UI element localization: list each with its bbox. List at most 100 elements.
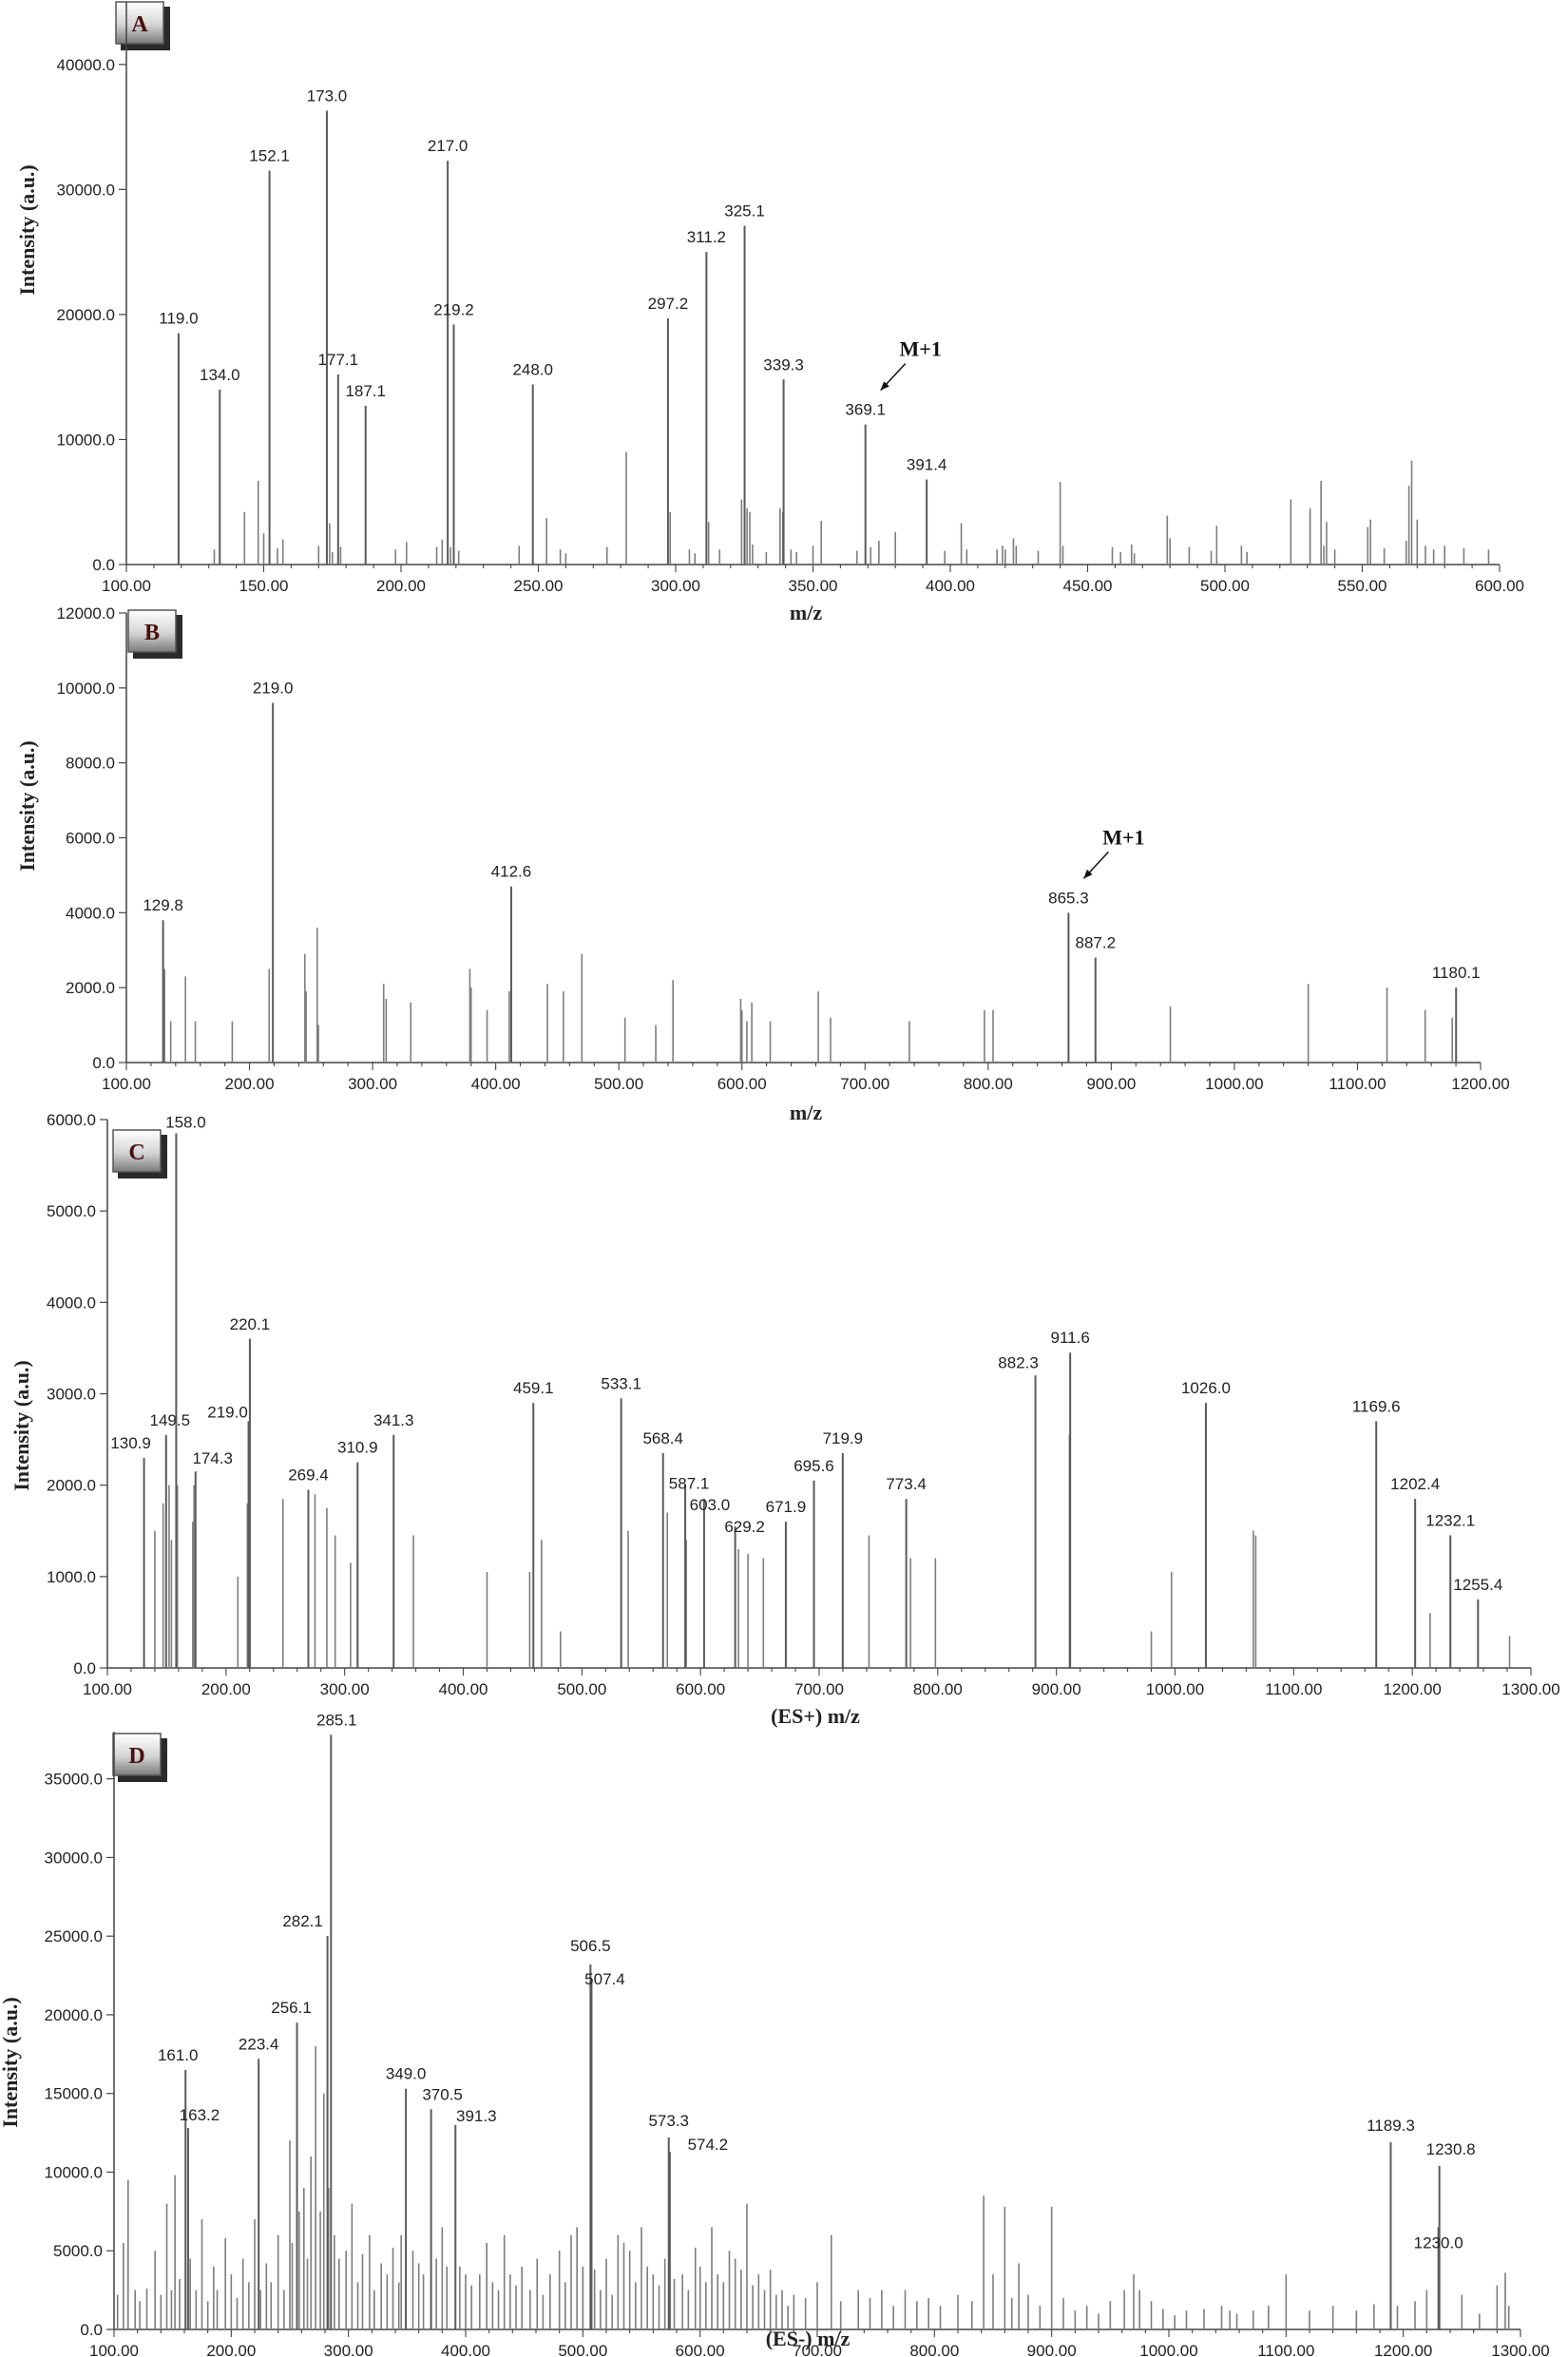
panel-a-y-tick-label: 30000.0 [57,181,115,199]
panel-a-y-axis-title: Intensity (a.u.) [15,164,39,296]
panel-a-x-tick-label: 600.00 [1475,577,1524,595]
panel-b-x-tick-label: 1000.00 [1205,1075,1263,1093]
panel-c-x-axis-title: (ES+) m/z [771,1704,860,1728]
panel-c-peak-label: 1169.6 [1352,1397,1401,1415]
panel-d-x-axis-title: (ES-) m/z [766,2327,851,2350]
panel-c-peak-label: 695.6 [794,1457,834,1475]
panel-d-peak-label: 256.1 [271,1999,312,2017]
panel-a-x-tick-label: 450.00 [1063,577,1113,595]
panel-c-peak-label: 310.9 [337,1439,378,1457]
panel-d-letter-box: D [112,1733,167,1782]
panel-c-x-tick-label: 1300.00 [1501,1680,1559,1698]
panel-d-peak-label: 163.2 [180,2106,220,2124]
panel-d-x-tick-label: 600.00 [676,2342,725,2357]
panel-a-peak-label: 152.1 [249,147,290,165]
panel-b-peak-label: 129.8 [143,896,183,914]
panel-b-peak-label: 865.3 [1048,889,1089,907]
panel-c-y-tick-label: 2000.0 [47,1477,96,1495]
panel-c-peak-label: 911.6 [1051,1329,1090,1347]
panel-a-x-tick-label: 550.00 [1338,577,1387,595]
panel-b-y-tick-label: 0.0 [92,1054,115,1072]
panel-a-peak-label: 187.1 [345,382,386,400]
panel-c-peak-label: 1255.4 [1453,1576,1502,1594]
panel-b-y-tick-label: 12000.0 [57,604,115,623]
panel-a-y-tick-label: 20000.0 [57,306,115,324]
panel-c-peak-label: 603.0 [690,1496,731,1514]
panel-d-x-tick-label: 100.00 [89,2342,139,2357]
panel-d-y-axis-title: Intensity (a.u.) [0,1997,22,2128]
panel-b-y-tick-label: 4000.0 [66,904,115,922]
panel-d-x-tick-label: 700.00 [793,2342,842,2357]
panel-d-peak-label: 285.1 [316,1711,357,1729]
panel-c-peak-label: 1202.4 [1390,1475,1440,1493]
panel-a-peak-label: 173.0 [307,86,348,105]
panel-a-plot: 0.0 10000.0 20000.0 30000.0 40000.0 100.00 150… [57,2,1524,595]
panel-a-x-tick-label: 200.00 [376,577,426,595]
panel-b-x-tick-label: 200.00 [225,1075,275,1093]
panel-a-annotation-label: M+1 [900,337,942,361]
panel-a-y-tick-label: 0.0 [92,556,115,574]
panel-d-x-tick-label: 800.00 [909,2342,959,2357]
panel-a-peak-label: 219.2 [433,300,474,318]
panel-b-x-tick-label: 1100.00 [1329,1075,1386,1093]
panel-a-x-tick-label: 500.00 [1200,577,1250,595]
panel-b-peak-label: 412.6 [491,863,532,881]
panel-d-peak-label: 507.4 [584,1970,625,1988]
panel-b-x-tick-label: 300.00 [348,1075,397,1093]
panel-b-peak-label: 887.2 [1076,934,1117,952]
panel-d: D Intensity (a.u.) (ES-) m/z 0.0 5000.0 10… [0,1711,1550,2357]
panel-c-peak-label: 459.1 [513,1379,554,1397]
panel-a-peak-label: 177.1 [318,351,359,369]
panel-c-peak-label: 341.3 [373,1411,414,1429]
panel-a-peak-label: 134.0 [200,366,240,384]
panel-c-peak-label: 149.5 [150,1411,191,1429]
panel-d-x-tick-label: 200.00 [206,2342,256,2357]
panel-c-x-tick-label: 600.00 [676,1680,725,1698]
panel-d-y-tick-label: 35000.0 [45,1771,103,1789]
panel-b: B Intensity (a.u.) m/z 0.0 2000.0 4000.0 60… [15,604,1510,1124]
panel-d-peak-label: 1189.3 [1367,2117,1415,2135]
panel-b-x-tick-label: 1200.00 [1451,1075,1509,1093]
panel-c-x-tick-label: 500.00 [557,1680,606,1698]
panel-c-x-tick-label: 1200.00 [1383,1680,1441,1698]
panel-c-peak-label: 629.2 [724,1518,765,1536]
panel-d-y-tick-label: 15000.0 [45,2085,103,2103]
panel-a-x-axis-title: m/z [790,601,822,624]
panel-a-peak-label: 325.1 [724,201,765,220]
panel-c: C Intensity (a.u.) (ES+) m/z 0.0 1000.0 20… [10,1111,1560,1728]
panel-c-peak-label: 219.0 [207,1403,248,1421]
panel-d-y-tick-label: 10000.0 [45,2163,103,2181]
panel-a-x-tick-label: 150.00 [239,577,289,595]
panel-c-peak-label: 269.4 [288,1466,329,1484]
panel-c-x-tick-label: 200.00 [201,1680,251,1698]
panel-c-y-tick-label: 0.0 [73,1659,96,1677]
panel-a-peak-label: 119.0 [159,310,198,328]
panel-d-peak-label: 1230.0 [1414,2233,1463,2252]
panel-a-x-tick-label: 350.00 [789,577,838,595]
panel-b-x-tick-label: 400.00 [471,1075,521,1093]
panel-d-y-tick-label: 5000.0 [53,2242,103,2260]
panel-a-letter: A [131,12,148,37]
panel-d-peak-label: 574.2 [688,2136,729,2154]
panel-c-peak-label: 671.9 [766,1498,807,1516]
panel-c-y-tick-label: 3000.0 [47,1386,96,1404]
panel-c-peak-label: 568.4 [642,1429,683,1447]
panel-d-peak-label: 573.3 [648,2112,689,2130]
panel-b-y-axis-title: Intensity (a.u.) [15,740,39,872]
panel-a-x-tick-label: 400.00 [926,577,975,595]
panel-c-x-tick-label: 900.00 [1032,1680,1081,1698]
panel-c-x-tick-label: 400.00 [439,1680,488,1698]
panel-c-x-tick-label: 1100.00 [1265,1680,1322,1698]
panel-d-y-tick-label: 30000.0 [45,1849,103,1867]
panel-a-x-tick-label: 100.00 [102,577,151,595]
panel-b-y-tick-label: 8000.0 [66,755,115,773]
panel-b-y-tick-label: 2000.0 [66,979,115,997]
panel-d-x-tick-label: 1000.00 [1139,2342,1197,2357]
panel-b-y-tick-label: 6000.0 [66,830,115,848]
panel-a-peak-label: 297.2 [648,295,689,313]
panel-d-peak-label: 223.4 [239,2035,279,2053]
panel-d-x-tick-label: 1100.00 [1257,2342,1314,2357]
panel-a-peak-label: 248.0 [512,361,553,379]
panel-d-letter: D [128,1744,144,1769]
